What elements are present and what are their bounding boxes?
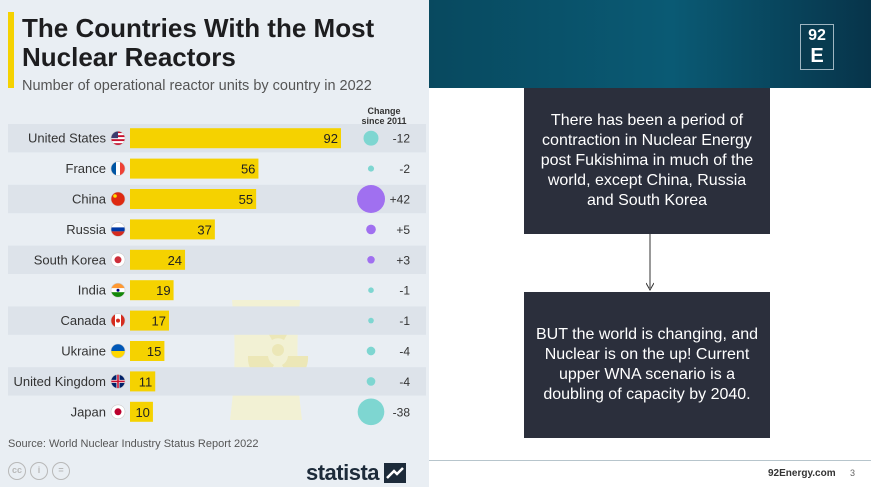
bar <box>130 371 156 392</box>
country-label: South Korea <box>34 252 107 267</box>
flag-outline <box>110 313 126 328</box>
country-label: China <box>72 192 107 207</box>
country-label: France <box>66 161 106 176</box>
contraction-textbox: There has been a period of contraction i… <box>524 88 770 234</box>
change-label: -4 <box>399 375 410 389</box>
country-label: United States <box>28 131 107 146</box>
change-bubble <box>366 377 376 386</box>
flag-icon-france <box>110 161 126 176</box>
bar <box>130 158 259 179</box>
license-icons: cc i = <box>8 462 70 480</box>
down-arrow-icon <box>646 234 654 292</box>
bar <box>130 310 169 331</box>
page-number: 3 <box>850 468 856 478</box>
row-stripe <box>8 367 426 396</box>
contraction-text: There has been a period of contraction i… <box>540 112 754 209</box>
flag-outline <box>110 222 126 237</box>
flag-outline <box>110 282 126 298</box>
flag-icon-china <box>110 191 126 207</box>
bar <box>130 401 153 422</box>
company-logo: 92 E <box>800 24 834 70</box>
change-label: -4 <box>399 345 410 359</box>
change-label: -1 <box>399 314 410 328</box>
bar-value-label: 37 <box>197 222 211 237</box>
header-banner <box>429 0 871 88</box>
logo-number: 92 <box>808 27 826 44</box>
change-bubble <box>367 165 375 172</box>
statista-wordmark: statista <box>306 460 380 485</box>
equal-icon: = <box>52 462 70 480</box>
chart-source: Source: World Nuclear Industry Status Re… <box>8 438 259 450</box>
country-label: Ukraine <box>61 344 106 359</box>
bar-value-label: 92 <box>324 131 338 146</box>
flag-outline <box>110 130 126 146</box>
change-bubble <box>368 287 374 293</box>
change-bubble <box>363 130 379 146</box>
change-bubble <box>367 256 375 264</box>
flag-icon-japan <box>110 404 126 420</box>
bar <box>130 249 186 270</box>
change-label: -2 <box>399 162 410 176</box>
change-bubble <box>366 346 376 356</box>
bar <box>130 189 257 209</box>
change-bubble <box>357 185 385 213</box>
chart-panel: The Countries With the Most Nuclear Reac… <box>0 0 429 487</box>
bar <box>130 219 215 240</box>
change-bubble <box>357 398 385 426</box>
change-label: -38 <box>393 405 411 419</box>
flag-icon-canada <box>110 313 126 328</box>
flag-icon-india <box>110 282 126 298</box>
change-label: -12 <box>393 132 411 146</box>
bar-value-label: 17 <box>152 314 166 329</box>
flag-outline <box>110 161 126 176</box>
change-column-header: Change since 2011 <box>361 106 407 126</box>
flag-icon-united-kingdom <box>110 374 126 389</box>
country-label: United Kingdom <box>14 374 107 389</box>
footer-url: 92Energy.com <box>768 468 836 479</box>
footer-divider <box>429 460 871 461</box>
bar-value-label: 10 <box>135 405 149 420</box>
bar-value-label: 56 <box>241 162 255 177</box>
country-label: India <box>78 283 107 298</box>
flag-outline <box>110 191 126 207</box>
country-label: Russia <box>66 222 107 237</box>
row-stripe <box>8 245 426 274</box>
bar-value-label: 19 <box>156 283 170 298</box>
person-icon: i <box>30 462 48 480</box>
bar-value-label: 24 <box>168 253 182 268</box>
country-label: Canada <box>60 313 106 328</box>
flag-outline <box>110 404 126 420</box>
change-label: +42 <box>390 193 411 207</box>
title-accent-bar <box>8 12 14 88</box>
bar <box>130 280 174 301</box>
country-label: Japan <box>71 404 106 419</box>
changing-textbox: BUT the world is changing, and Nuclear i… <box>524 292 770 438</box>
logo-letter: E <box>810 45 824 67</box>
change-bubble <box>368 317 374 324</box>
flag-icon-russia <box>110 222 126 237</box>
change-label: -1 <box>399 284 410 298</box>
flag-icon-united-states <box>110 130 126 146</box>
bar <box>130 341 165 361</box>
cc-icon: cc <box>8 462 26 480</box>
bar <box>130 128 341 149</box>
statista-mark-icon <box>384 463 407 483</box>
change-label: +3 <box>396 253 410 267</box>
statista-logo: statista <box>306 460 407 486</box>
row-stripe <box>8 306 426 335</box>
bar-chart: United States 92 -12 France 56 -2 China 55 +42 Ru… <box>8 124 426 426</box>
chart-title: The Countries With the Most Nuclear Reac… <box>22 13 375 72</box>
change-bubble <box>366 224 376 235</box>
flag-outline <box>110 374 126 389</box>
chart-subtitle: Number of operational reactor units by c… <box>22 78 372 94</box>
flag-outline <box>110 252 126 268</box>
flag-icon-south-korea <box>110 252 126 268</box>
bar-value-label: 11 <box>139 374 153 389</box>
flag-outline <box>110 343 126 359</box>
bar-value-label: 55 <box>239 192 253 207</box>
flag-icon-ukraine <box>110 343 126 359</box>
changing-text: BUT the world is changing, and Nuclear i… <box>535 326 759 403</box>
bar-value-label: 15 <box>147 344 161 359</box>
change-label: +5 <box>396 223 410 237</box>
